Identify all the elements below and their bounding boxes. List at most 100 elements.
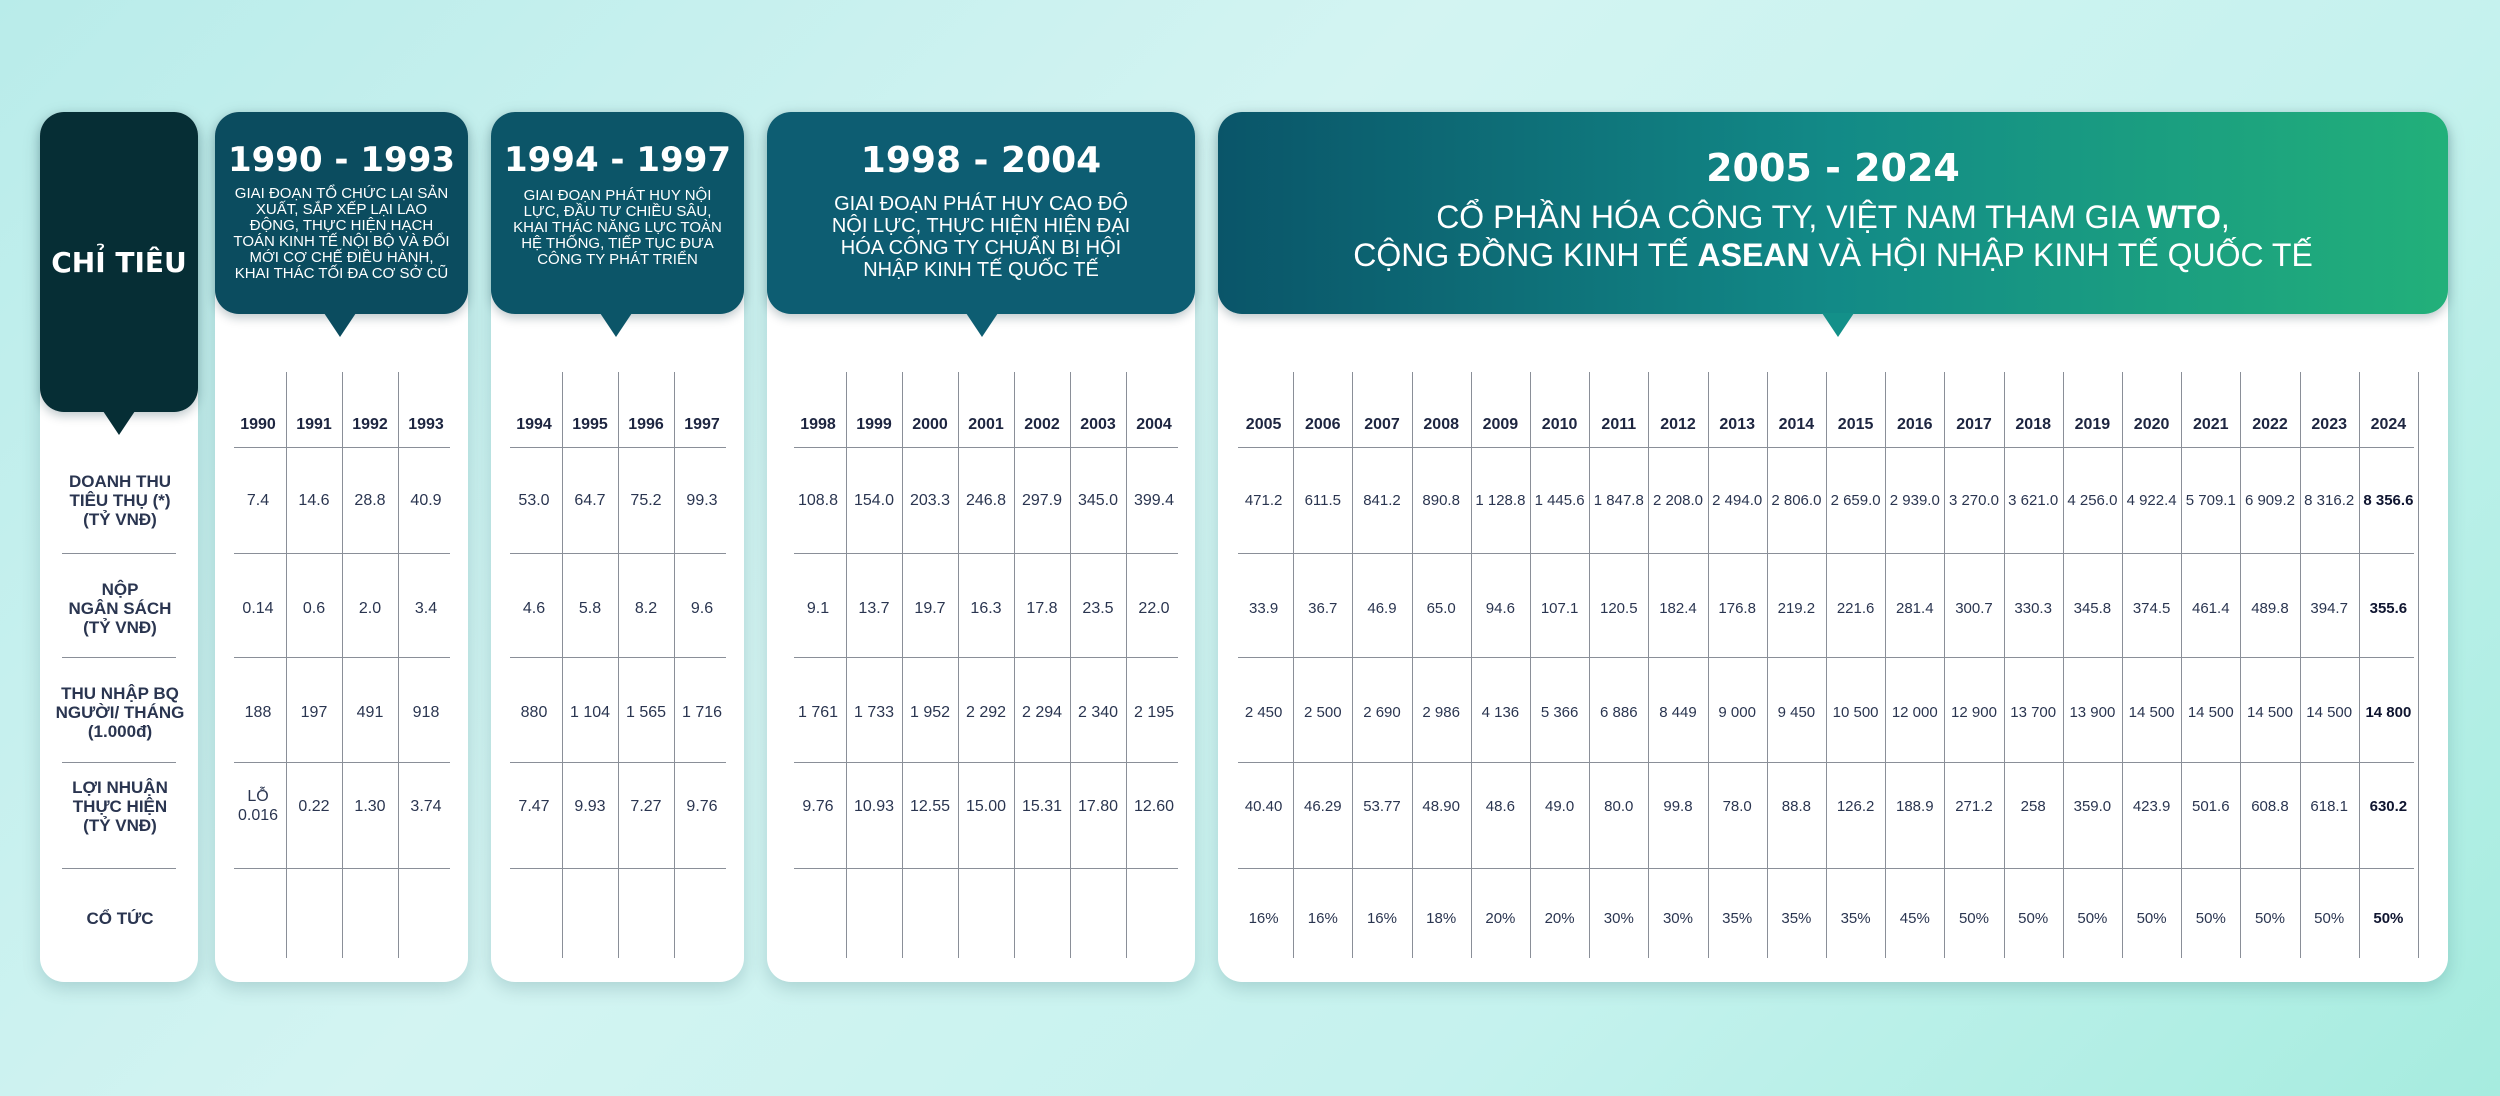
period-title: 1990 - 1993 [227,140,456,180]
table-cell [790,893,846,943]
year-header: 2014 [1778,416,1815,433]
year-header: 2017 [1956,416,1992,433]
table-cell: 7.47 [518,797,550,815]
table-cell: 841.2 [1363,491,1401,509]
table-cell: 2 659.0 [1830,491,1881,509]
table-cell: 0.14 [242,599,274,617]
table-cell: 14 500 [2247,703,2293,721]
table-cell: 399.4 [1133,491,1175,509]
table-cell: 1 847.8 [1593,491,1644,509]
table-cell: 50% [2077,909,2108,927]
column-divider [1766,372,1768,958]
table-cell: 40.40 [1244,797,1283,815]
table-cell: 918 [412,703,440,721]
row-divider [234,447,450,448]
table-cell: 46.29 [1304,797,1342,815]
table-cell [1126,893,1182,943]
row-divider [1238,553,2414,554]
row-label: DOANH THU TIÊU THỤ (*) (TỶ VNĐ) [69,471,171,529]
column-divider [2003,372,2005,958]
desc-text: CỘNG ĐỒNG KINH TẾ [1353,237,1698,273]
table-cell: 154.0 [853,491,895,509]
row-divider [794,868,1178,869]
year-header: 1998 [800,416,836,433]
table-cell: 50% [2018,909,2049,927]
row-label: THU NHẬP BQ NGƯỜI/ THÁNG (1.000đ) [55,683,185,741]
table-cell: 1 128.8 [1475,491,1526,509]
table-cell: 35% [1840,909,1871,927]
year-header: 2018 [2015,416,2051,433]
table-cell: 2 986 [1422,703,1460,721]
column-divider [674,372,675,958]
table-cell: 20% [1485,909,1516,927]
period-title: 1994 - 1997 [503,140,732,180]
year-header: 2008 [1423,416,1459,433]
table-cell: 13.7 [858,599,890,617]
table-cell: 2 292 [965,703,1007,721]
year-header: 2004 [1136,416,1172,433]
table-cell: 78.0 [1722,797,1752,815]
table-cell: 1 761 [797,703,839,721]
table-cell: 5.8 [578,599,602,617]
table-cell: 45% [1899,909,1930,927]
table-cell: 618.1 [2310,797,2348,815]
table-cell: 3 621.0 [2008,491,2059,509]
table-cell [1014,893,1070,943]
year-header: 2009 [1482,416,1519,433]
column-divider [2181,372,2183,958]
table-cell: 12 000 [1891,703,1938,721]
table-cell: 36.7 [1308,599,1338,617]
table-cell: LỖ 0.016 [237,788,279,824]
table-cell: 345.8 [2073,599,2112,617]
table-cell: 14.6 [298,491,330,509]
table-cell: 18% [1426,909,1457,927]
table-cell: 6 909.2 [2244,491,2295,509]
column-divider [1707,372,1709,958]
column-divider [618,372,619,958]
year-header: 2013 [1719,416,1755,433]
table-cell: 16% [1307,909,1338,927]
table-cell: 20% [1544,909,1575,927]
table-cell [398,893,454,943]
table-cell: 48.90 [1422,797,1460,815]
desc-text: VÀ HỘI NHẬP KINH TẾ QUỐC TẾ [1809,237,2313,273]
table-cell: 491 [356,703,384,721]
table-cell: 99.8 [1663,797,1693,815]
table-cell: 15.31 [1021,797,1063,815]
period-title: 1998 - 2004 [860,140,1102,181]
column-divider [2358,372,2360,958]
table-cell: 50% [2254,909,2285,927]
column-divider [342,372,343,958]
table-cell [286,893,342,943]
year-header: 2006 [1304,416,1341,433]
year-header: 2015 [1837,416,1874,433]
table-cell: 126.2 [1836,797,1875,815]
table-cell: 9.6 [690,599,714,617]
table-cell: 297.9 [1021,491,1063,509]
table-cell: 17.8 [1026,599,1058,617]
table-cell: 22.0 [1138,599,1170,617]
column-divider [1411,372,1413,958]
column-divider [562,372,563,958]
table-cell: 374.5 [2132,599,2171,617]
year-header: 2012 [1660,416,1696,433]
year-header: 1992 [352,416,388,433]
year-header: 2003 [1080,416,1116,433]
table-cell: 53.0 [518,491,550,509]
row-divider [794,553,1178,554]
year-header: 1999 [856,416,892,433]
year-header: 2024 [2370,416,2407,433]
year-header: 1990 [240,416,276,433]
year-header: 2019 [2074,416,2111,433]
row-label: CỔ TỨC [86,908,154,928]
table-cell: 1 445.6 [1534,491,1585,509]
table-cell: 0.22 [298,797,330,815]
table-cell: 2 294 [1021,703,1063,721]
row-divider [234,762,450,763]
table-cell: 608.8 [2251,797,2289,815]
table-cell: 80.0 [1604,797,1634,815]
table-cell: 300.7 [1955,599,1993,617]
table-cell: 359.0 [2073,797,2112,815]
table-cell: 16% [1366,909,1397,927]
year-header: 1995 [572,416,608,433]
